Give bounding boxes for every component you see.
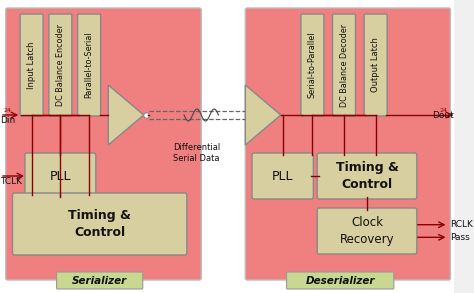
Text: Parallel-to-Serial: Parallel-to-Serial xyxy=(85,32,94,98)
FancyBboxPatch shape xyxy=(333,14,356,116)
Text: Serializer: Serializer xyxy=(72,275,128,285)
FancyBboxPatch shape xyxy=(252,153,313,199)
Text: Pass: Pass xyxy=(450,233,470,242)
Text: RCLK: RCLK xyxy=(450,220,473,229)
Text: 24: 24 xyxy=(4,108,12,113)
Text: Timing &
Control: Timing & Control xyxy=(336,161,399,191)
Text: DC Balance Encoder: DC Balance Encoder xyxy=(56,24,65,106)
Text: Timing &
Control: Timing & Control xyxy=(68,209,131,239)
Polygon shape xyxy=(246,85,281,145)
FancyBboxPatch shape xyxy=(317,153,417,199)
Text: Serial-to-Parallel: Serial-to-Parallel xyxy=(308,32,317,98)
Text: Dout: Dout xyxy=(432,110,454,120)
FancyBboxPatch shape xyxy=(20,14,43,116)
Text: TCLK: TCLK xyxy=(0,177,22,186)
Text: Clock
Recovery: Clock Recovery xyxy=(340,216,394,246)
FancyBboxPatch shape xyxy=(12,193,187,255)
FancyBboxPatch shape xyxy=(246,8,450,280)
Polygon shape xyxy=(108,85,144,145)
FancyBboxPatch shape xyxy=(286,272,394,289)
FancyBboxPatch shape xyxy=(6,8,201,280)
Text: Deserializer: Deserializer xyxy=(305,275,375,285)
Text: 24: 24 xyxy=(440,108,448,113)
FancyBboxPatch shape xyxy=(56,272,143,289)
Text: PLL: PLL xyxy=(272,169,293,183)
Text: Output Latch: Output Latch xyxy=(371,38,380,92)
FancyBboxPatch shape xyxy=(317,208,417,254)
Text: Input Latch: Input Latch xyxy=(27,41,36,89)
FancyBboxPatch shape xyxy=(364,14,387,116)
Text: DC Balance Decoder: DC Balance Decoder xyxy=(339,23,348,107)
FancyBboxPatch shape xyxy=(301,14,324,116)
FancyBboxPatch shape xyxy=(25,153,96,199)
FancyBboxPatch shape xyxy=(49,14,72,116)
FancyBboxPatch shape xyxy=(78,14,100,116)
Text: Differential
Serial Data: Differential Serial Data xyxy=(173,143,220,163)
Text: Din: Din xyxy=(0,116,15,125)
Text: PLL: PLL xyxy=(50,169,71,183)
